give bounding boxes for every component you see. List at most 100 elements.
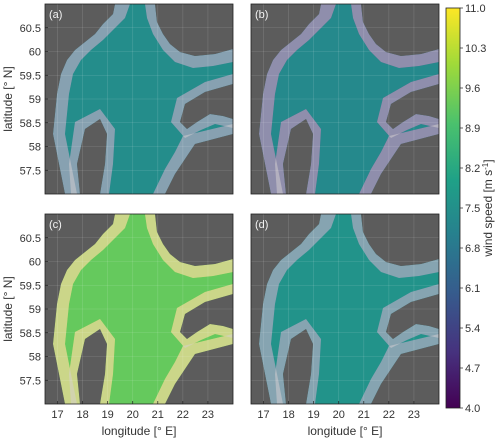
y-axis-label: latitude [° N] [1, 276, 15, 342]
colorbar-label-sup: -1 [481, 162, 490, 170]
panel-frame [250, 3, 440, 195]
y-tick-label: 60.5 [20, 23, 41, 35]
land [361, 4, 439, 56]
colorbar: 11.0 10.3 9.6 8.9 8.2 7.5 6.8 6.1 5.4 4.7 4.0 wind … [445, 3, 496, 415]
land [386, 84, 439, 129]
colorbar-tick-label: 6.8 [465, 243, 480, 255]
land [45, 4, 115, 194]
x-tick-label: 23 [408, 409, 420, 421]
x-tick-label: 17 [51, 409, 63, 421]
y-tick-label: 59 [29, 304, 41, 316]
colorbar-tick-label: 8.9 [465, 123, 480, 135]
land [251, 214, 321, 404]
x-tick-label: 20 [333, 409, 345, 421]
land [371, 344, 439, 404]
masked-coast [45, 4, 130, 194]
y-tick-label: 57.5 [20, 375, 41, 387]
y-tick-label: 59.5 [20, 280, 41, 292]
x-tick-label: 20 [127, 409, 139, 421]
y-tick-label: 60 [29, 47, 41, 59]
map-panel-b: (b) [250, 3, 440, 195]
land [165, 134, 233, 194]
masked-coast [377, 74, 439, 138]
y-tick-label: 59 [29, 94, 41, 106]
colorbar-label: wind speed [m s-1] [481, 159, 496, 257]
colorbar-tick-label: 8.2 [465, 163, 480, 175]
colorbar-label-end: ] [481, 159, 495, 162]
x-tick-label: 22 [383, 409, 395, 421]
panel-label: (a) [49, 9, 62, 21]
land [165, 344, 233, 404]
y-tick-label: 60 [29, 257, 41, 269]
x-tick-label: 21 [358, 409, 370, 421]
x-tick-label: 17 [257, 409, 269, 421]
land [180, 294, 233, 339]
masked-coast [275, 109, 321, 194]
y-tick-label: 58 [29, 352, 41, 364]
land [155, 214, 233, 266]
panel-label: (d) [255, 219, 268, 231]
x-tick-label: 21 [152, 409, 164, 421]
y-tick-label: 60.5 [20, 233, 41, 245]
y-tick-label: 58 [29, 142, 41, 154]
land [77, 329, 107, 404]
land [361, 214, 439, 266]
masked-coast [359, 124, 439, 194]
x-tick-label: 19 [102, 409, 114, 421]
masked-coast [171, 284, 233, 348]
masked-coast [251, 214, 336, 404]
colorbar-tick-label: 5.4 [465, 323, 480, 335]
masked-coast [153, 124, 233, 194]
masked-coast [351, 4, 439, 68]
masked-coast [251, 4, 336, 194]
y-tick-label: 57.5 [20, 165, 41, 177]
panel-label: (b) [255, 9, 268, 21]
land [371, 134, 439, 194]
x-tick-label: 18 [282, 409, 294, 421]
masked-coast [153, 334, 233, 404]
y-axis-label: latitude [° N] [1, 66, 15, 132]
masked-coast [45, 214, 130, 404]
land [155, 4, 233, 56]
land [251, 4, 321, 194]
colorbar-tick-label: 4.0 [465, 403, 480, 415]
map-panel-a: (a) [44, 3, 234, 195]
colorbar-gradient [445, 7, 461, 409]
land [386, 294, 439, 339]
map-panel-d: (d) [250, 213, 440, 405]
masked-coast [171, 74, 233, 138]
y-tick-label: 58.5 [20, 328, 41, 340]
x-tick-label: 18 [76, 409, 88, 421]
colorbar-tick-label: 6.1 [465, 283, 480, 295]
masked-coast [377, 284, 439, 348]
land [180, 84, 233, 129]
panel-frame [250, 213, 440, 405]
masked-coast [275, 319, 321, 404]
masked-coast [69, 109, 115, 194]
colorbar-label-text: wind speed [m s [481, 170, 495, 258]
masked-coast [351, 214, 439, 278]
x-tick-label: 19 [308, 409, 320, 421]
land [283, 119, 313, 194]
land [77, 119, 107, 194]
map-panel-c: (c) [44, 213, 234, 405]
masked-coast [359, 334, 439, 404]
colorbar-tick-label: 7.5 [465, 203, 480, 215]
colorbar-tick-label: 4.7 [465, 363, 480, 375]
x-axis-label: longitude [° E] [102, 424, 177, 438]
x-tick-label: 23 [202, 409, 214, 421]
panel-label: (c) [49, 219, 62, 231]
colorbar-tick-label: 10.3 [465, 43, 486, 55]
masked-coast [69, 319, 115, 404]
x-tick-label: 22 [177, 409, 189, 421]
x-axis-label: longitude [° E] [308, 424, 383, 438]
colorbar-tick-label: 9.6 [465, 83, 480, 95]
y-tick-label: 59.5 [20, 70, 41, 82]
colorbar-tick-label: 11.0 [465, 3, 486, 15]
y-tick-label: 58.5 [20, 118, 41, 130]
land [45, 214, 115, 404]
masked-coast [145, 4, 233, 68]
land [283, 329, 313, 404]
masked-coast [145, 214, 233, 278]
